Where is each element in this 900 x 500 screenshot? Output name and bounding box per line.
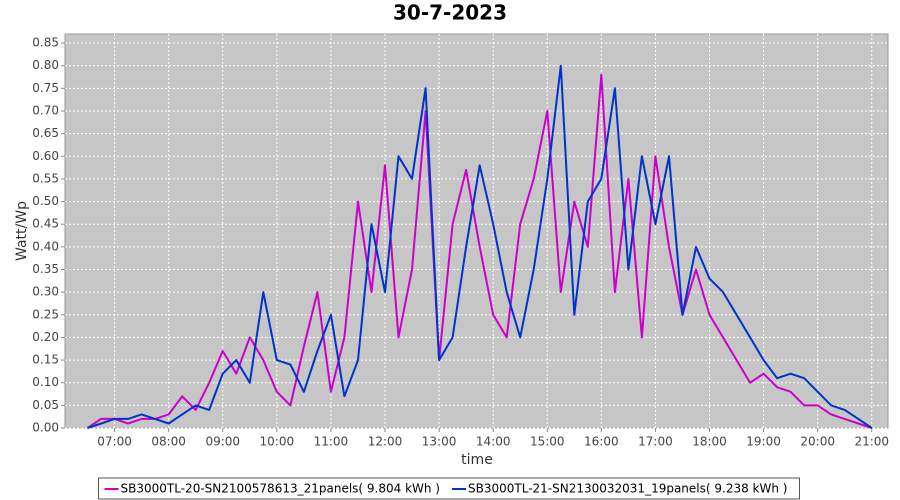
y-tick-label: 0.05 [32, 398, 59, 412]
legend: SB3000TL-20-SN2100578613_21panels( 9.804… [98, 477, 800, 500]
legend-box [98, 477, 800, 500]
series-line [86, 73, 873, 429]
y-tick-label: 0.55 [32, 171, 59, 185]
x-tick-label: 17:00 [638, 435, 673, 449]
y-tick-label: 0.65 [32, 126, 59, 140]
x-tick-label: 14:00 [476, 435, 511, 449]
chart-title: 30-7-2023 [393, 1, 507, 25]
y-tick-label: 0.25 [32, 307, 59, 321]
y-tick-label: 0.85 [32, 36, 59, 50]
y-tick-label: 0.50 [32, 194, 59, 208]
y-tick-label: 0.70 [32, 103, 59, 117]
y-tick-label: 0.45 [32, 217, 59, 231]
x-tick-label: 15:00 [530, 435, 565, 449]
y-tick-label: 0.60 [32, 149, 59, 163]
x-axis-label: time [461, 452, 493, 468]
x-tick-label: 13:00 [422, 435, 457, 449]
y-tick-label: 0.10 [32, 375, 59, 389]
x-tick-label: 12:00 [368, 435, 403, 449]
x-tick-label: 08:00 [151, 435, 186, 449]
x-tick-label: 09:00 [205, 435, 240, 449]
y-tick-label: 0.00 [32, 421, 59, 435]
x-tick-label: 10:00 [260, 435, 295, 449]
legend-label: SB3000TL-21-SN2130032031_19panels( 9.238… [468, 482, 787, 496]
y-tick-label: 0.40 [32, 239, 59, 253]
x-tick-label: 21:00 [854, 435, 889, 449]
y-tick-label: 0.30 [32, 285, 59, 299]
x-tick-label: 07:00 [97, 435, 132, 449]
y-axis-label: Watt/Wp [14, 201, 30, 261]
y-tick-label: 0.80 [32, 58, 59, 72]
x-tick-label: 16:00 [584, 435, 619, 449]
x-tick-label: 11:00 [314, 435, 349, 449]
y-tick-label: 0.35 [32, 262, 59, 276]
legend-label: SB3000TL-20-SN2100578613_21panels( 9.804… [121, 482, 440, 496]
y-tick-label: 0.75 [32, 81, 59, 95]
y-tick-label: 0.15 [32, 353, 59, 367]
y-tick-label: 0.20 [32, 330, 59, 344]
x-tick-label: 20:00 [800, 435, 835, 449]
series-line [87, 64, 873, 429]
x-tick-label: 18:00 [692, 435, 727, 449]
x-tick-label: 19:00 [746, 435, 781, 449]
